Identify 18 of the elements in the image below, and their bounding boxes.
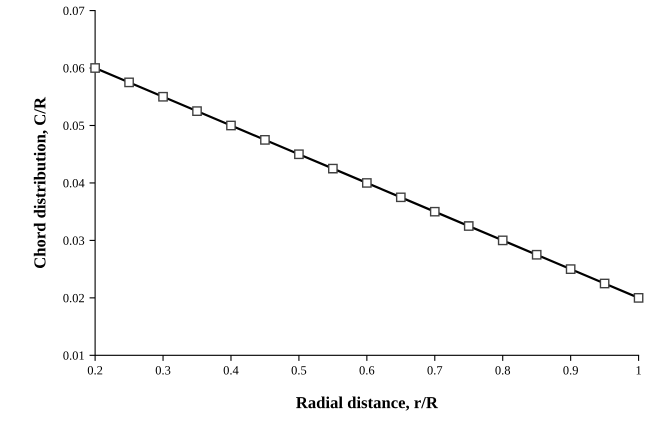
y-tick-label: 0.03 (63, 236, 84, 245)
x-tick-label: 0.9 (563, 366, 578, 375)
x-tick-label: 0.3 (156, 366, 170, 375)
y-tick-label: 0.01 (63, 351, 84, 360)
x-axis-title: Radial distance, r/R (296, 396, 438, 411)
x-tick-label: 1 (636, 366, 641, 374)
x-tick-label: 0.8 (495, 366, 510, 375)
x-tick-label: 0.4 (224, 366, 239, 375)
x-tick-label: 0.6 (360, 366, 374, 375)
y-tick-label: 0.05 (63, 122, 84, 130)
x-tick-label: 0.2 (88, 366, 102, 375)
x-tick-label: 0.7 (427, 366, 442, 375)
x-tick-label: 0.5 (292, 366, 306, 375)
y-tick-label: 0.04 (63, 178, 84, 188)
y-tick-label: 0.02 (63, 294, 84, 302)
y-tick-label: 0.06 (63, 64, 84, 73)
y-tick-label: 0.07 (63, 6, 84, 16)
y-axis-title: Chord distribution, C/R (34, 96, 48, 268)
